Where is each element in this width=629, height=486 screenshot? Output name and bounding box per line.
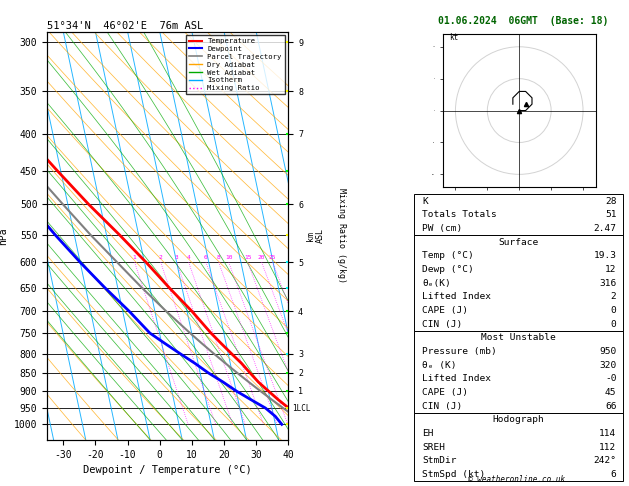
Text: K: K — [422, 197, 428, 206]
Text: CIN (J): CIN (J) — [422, 401, 462, 411]
Text: 10: 10 — [225, 255, 233, 260]
Text: θₑ (K): θₑ (K) — [422, 361, 457, 369]
Text: PW (cm): PW (cm) — [422, 224, 462, 233]
Text: 19.3: 19.3 — [593, 251, 616, 260]
Text: 0: 0 — [611, 306, 616, 315]
Text: kt: kt — [449, 34, 459, 42]
Text: 2: 2 — [159, 255, 162, 260]
Text: 45: 45 — [605, 388, 616, 397]
Text: 15: 15 — [244, 255, 252, 260]
Text: SREH: SREH — [422, 443, 445, 451]
X-axis label: Dewpoint / Temperature (°C): Dewpoint / Temperature (°C) — [84, 465, 252, 475]
Text: 320: 320 — [599, 361, 616, 369]
Text: 242°: 242° — [593, 456, 616, 465]
Text: CAPE (J): CAPE (J) — [422, 306, 468, 315]
Text: 2: 2 — [611, 292, 616, 301]
Bar — [414, 194, 623, 235]
Text: 6: 6 — [204, 255, 208, 260]
Text: CAPE (J): CAPE (J) — [422, 388, 468, 397]
Text: 51°34'N  46°02'E  76m ASL: 51°34'N 46°02'E 76m ASL — [47, 21, 203, 31]
Text: Temp (°C): Temp (°C) — [422, 251, 474, 260]
Text: 51: 51 — [605, 210, 616, 219]
Text: CIN (J): CIN (J) — [422, 320, 462, 329]
Text: 28: 28 — [605, 197, 616, 206]
Y-axis label: hPa: hPa — [0, 227, 8, 244]
Text: Mixing Ratio (g/kg): Mixing Ratio (g/kg) — [337, 188, 346, 283]
Text: 66: 66 — [605, 401, 616, 411]
Text: StmSpd (kt): StmSpd (kt) — [422, 470, 486, 479]
Y-axis label: km
ASL: km ASL — [306, 228, 325, 243]
Text: 20: 20 — [258, 255, 265, 260]
Bar — [414, 331, 623, 413]
Text: 1LCL: 1LCL — [292, 403, 311, 413]
Text: 6: 6 — [611, 470, 616, 479]
Bar — [414, 235, 623, 331]
Text: EH: EH — [422, 429, 434, 438]
Text: 01.06.2024  06GMT  (Base: 18): 01.06.2024 06GMT (Base: 18) — [438, 16, 608, 26]
Text: Lifted Index: Lifted Index — [422, 292, 491, 301]
Text: 112: 112 — [599, 443, 616, 451]
Text: Pressure (mb): Pressure (mb) — [422, 347, 497, 356]
Text: -0: -0 — [605, 374, 616, 383]
Text: 1: 1 — [133, 255, 136, 260]
Text: Lifted Index: Lifted Index — [422, 374, 491, 383]
Text: © weatheronline.co.uk: © weatheronline.co.uk — [469, 474, 565, 484]
Text: 8: 8 — [217, 255, 221, 260]
Text: Dewp (°C): Dewp (°C) — [422, 265, 474, 274]
Legend: Temperature, Dewpoint, Parcel Trajectory, Dry Adiabat, Wet Adiabat, Isotherm, Mi: Temperature, Dewpoint, Parcel Trajectory… — [186, 35, 285, 94]
Text: 316: 316 — [599, 278, 616, 288]
Text: 12: 12 — [605, 265, 616, 274]
Text: 25: 25 — [269, 255, 276, 260]
Text: θₑ(K): θₑ(K) — [422, 278, 451, 288]
Text: 0: 0 — [611, 320, 616, 329]
Text: Most Unstable: Most Unstable — [481, 333, 555, 342]
Text: 3: 3 — [175, 255, 179, 260]
Text: 950: 950 — [599, 347, 616, 356]
Bar — [414, 413, 623, 481]
Text: Hodograph: Hodograph — [493, 415, 544, 424]
Text: StmDir: StmDir — [422, 456, 457, 465]
Text: 4: 4 — [187, 255, 191, 260]
Text: Surface: Surface — [498, 238, 538, 247]
Text: Totals Totals: Totals Totals — [422, 210, 497, 219]
Text: 2.47: 2.47 — [593, 224, 616, 233]
Text: 114: 114 — [599, 429, 616, 438]
